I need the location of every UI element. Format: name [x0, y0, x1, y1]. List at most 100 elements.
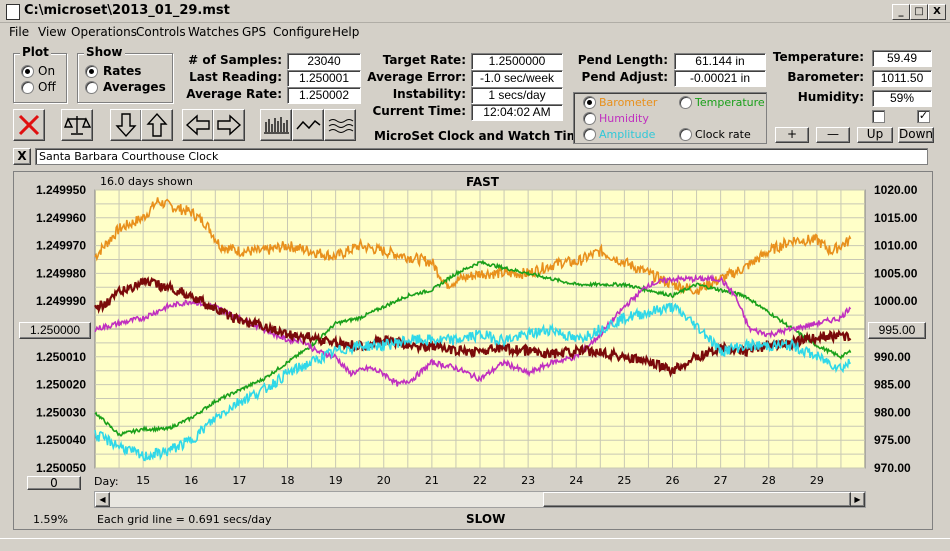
- menu-help[interactable]: Help: [332, 25, 360, 39]
- x-tick-label: 15: [136, 474, 150, 487]
- menu-gps[interactable]: GPS: [242, 25, 267, 39]
- x-tick-label: 24: [569, 474, 583, 487]
- arrow-down-icon: [115, 113, 137, 138]
- menu-bar: File View Operations Controls Watches GP…: [0, 23, 950, 41]
- x-tick-label: 23: [521, 474, 535, 487]
- close-button[interactable]: X: [928, 4, 946, 20]
- maximize-button[interactable]: □: [910, 4, 928, 20]
- grid-note: Each grid line = 0.691 secs/day: [97, 513, 272, 526]
- menu-controls[interactable]: Controls: [136, 25, 186, 39]
- fast-label: FAST: [466, 175, 499, 189]
- x-tick-label: 18: [281, 474, 295, 487]
- app-name: MicroSet Clock and Watch Timer: [374, 129, 594, 143]
- bar-view-button[interactable]: [260, 109, 292, 141]
- plot-on-radio[interactable]: [21, 65, 34, 78]
- x-tick-label: 22: [473, 474, 487, 487]
- y-right-tick-label: 975.00: [874, 433, 911, 447]
- humidity-field: 59%: [872, 90, 932, 107]
- y-right-tick-label: 985.00: [874, 378, 911, 392]
- current-time-label: Current Time:: [372, 104, 466, 118]
- wave-view-button[interactable]: [324, 109, 356, 141]
- menu-file[interactable]: File: [9, 25, 30, 39]
- pend-adjust-label: Pend Adjust:: [581, 70, 668, 84]
- rate-up-button[interactable]: [141, 109, 173, 141]
- samples-label: # of Samples:: [188, 53, 282, 67]
- show-group: [77, 53, 173, 103]
- clear-button[interactable]: [13, 109, 45, 141]
- y-left-tick-label: 1.249970: [36, 239, 86, 253]
- scroll-up-button[interactable]: Up: [857, 127, 893, 143]
- humidity-label: Humidity:: [797, 90, 864, 104]
- clock-rate-radio[interactable]: [679, 128, 692, 141]
- scroll-left-arrow[interactable]: ◀: [95, 492, 110, 507]
- wave-chart-icon: [328, 119, 354, 133]
- menu-view[interactable]: View: [38, 25, 67, 39]
- humidity-radio[interactable]: [583, 112, 596, 125]
- x-tick-label: 17: [232, 474, 246, 487]
- balance-button[interactable]: [61, 109, 93, 141]
- y-left-tick-label: 1.249960: [36, 211, 86, 225]
- pend-length-field[interactable]: 61.144 in: [674, 53, 766, 70]
- option-checkbox-1[interactable]: [872, 110, 885, 123]
- temperature-field: 59.49: [872, 50, 932, 67]
- y-left-tick-label: 1.250050: [36, 461, 86, 475]
- amplitude-radio[interactable]: [583, 128, 596, 141]
- humidity-option-label: Humidity: [599, 112, 649, 125]
- series-line-humidity: [94, 273, 852, 387]
- show-group-title: Show: [84, 45, 125, 59]
- note-close-button[interactable]: X: [13, 148, 31, 165]
- average-rate-field: 1.250002: [287, 87, 361, 104]
- scroll-down-button[interactable]: Down: [898, 127, 934, 143]
- menu-configure[interactable]: Configure: [273, 25, 332, 39]
- y-right-tick-label: 1010.00: [874, 239, 918, 253]
- day-axis-label: Day:: [94, 475, 119, 488]
- menu-operations[interactable]: Operations: [71, 25, 137, 39]
- line-view-button[interactable]: [292, 109, 324, 141]
- plot-off-label: Off: [38, 80, 56, 94]
- day-offset-field[interactable]: 0: [27, 476, 81, 490]
- temperature-radio[interactable]: [679, 96, 692, 109]
- temperature-label: Temperature:: [772, 50, 864, 64]
- scroll-left-button[interactable]: [182, 109, 214, 141]
- current-time-field: 12:04:02 AM: [471, 104, 563, 121]
- x-tick-label: 26: [666, 474, 680, 487]
- left-center-value[interactable]: 1.250000: [19, 322, 91, 339]
- app-icon: [6, 4, 20, 20]
- target-rate-field[interactable]: 1.2500000: [471, 53, 563, 70]
- arrow-up-icon: [146, 112, 168, 137]
- last-reading-label: Last Reading:: [189, 70, 282, 84]
- plot-off-radio[interactable]: [21, 81, 34, 94]
- samples-field: 23040: [287, 53, 361, 70]
- temperature-option-label: Temperature: [695, 96, 765, 109]
- menu-watches[interactable]: Watches: [188, 25, 239, 39]
- clock-name-input[interactable]: Santa Barbara Courthouse Clock: [35, 148, 928, 165]
- x-tick-label: 16: [184, 474, 198, 487]
- y-right-tick-label: 970.00: [874, 461, 911, 475]
- option-checkbox-2[interactable]: ✓: [917, 109, 930, 123]
- zoom-out-button[interactable]: —: [816, 127, 850, 143]
- x-tick-label: 27: [714, 474, 728, 487]
- show-averages-radio[interactable]: [85, 81, 98, 94]
- minimize-button[interactable]: _: [892, 4, 910, 20]
- scroll-right-button[interactable]: [213, 109, 245, 141]
- x-tick-label: 29: [810, 474, 824, 487]
- right-center-value[interactable]: 995.00: [868, 322, 926, 339]
- scrollbar-thumb[interactable]: [543, 492, 851, 507]
- instability-field: 1 secs/day: [471, 87, 563, 104]
- y-right-tick-label: 1020.00: [874, 183, 918, 197]
- plot-on-label: On: [38, 64, 56, 78]
- show-rates-radio[interactable]: [85, 65, 98, 78]
- clock-rate-option-label: Clock rate: [695, 128, 751, 141]
- series-line-amplitude: [94, 302, 852, 462]
- series-select-panel: [573, 92, 767, 144]
- scroll-right-arrow[interactable]: ▶: [850, 492, 865, 507]
- instability-label: Instability:: [392, 87, 466, 101]
- y-left-tick-label: 1.250040: [36, 433, 86, 447]
- barometer-radio[interactable]: [583, 96, 596, 109]
- zoom-in-button[interactable]: +: [775, 127, 809, 143]
- pend-adjust-field: -0.00021 in: [674, 70, 766, 87]
- x-tick-label: 25: [617, 474, 631, 487]
- barometer-label: Barometer:: [787, 70, 864, 84]
- slow-label: SLOW: [466, 512, 506, 526]
